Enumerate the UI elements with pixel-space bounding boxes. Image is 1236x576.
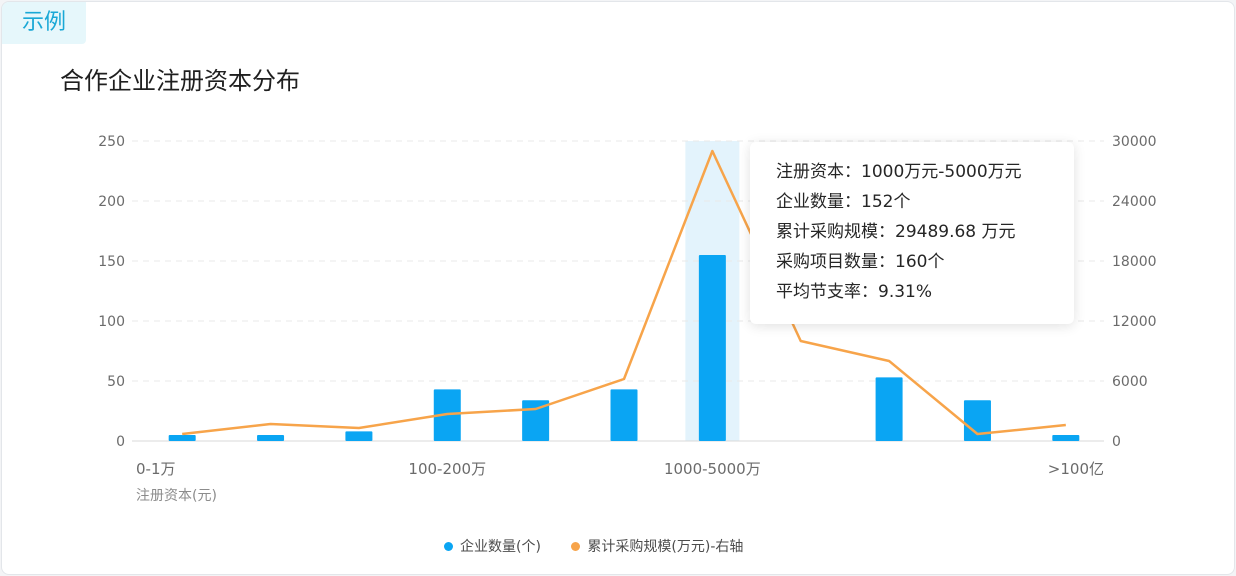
line-series [182, 149, 1066, 436]
y-right-tick-label: 24000 [1112, 194, 1157, 210]
legend-item-line[interactable]: 累计采购规模(万元)-右轴 [571, 536, 743, 556]
tooltip-line-count: 企业数量：152个 [776, 192, 911, 212]
legend-label-line: 累计采购规模(万元)-右轴 [587, 539, 744, 555]
y-right-tick-label: 0 [1112, 434, 1121, 450]
legend-dot-line [571, 541, 581, 551]
legend-item-bar[interactable]: 企业数量(个) [444, 536, 541, 556]
x-tick-label: >100亿 [1048, 460, 1104, 478]
y-left-tick-label: 150 [98, 254, 125, 270]
bar [1052, 435, 1080, 441]
tooltip-line-capital: 注册资本：1000万元-5000万元 [776, 162, 1022, 182]
bar [875, 377, 903, 441]
chart-title: 合作企业注册资本分布 [60, 67, 300, 95]
y-left-tick-label: 50 [107, 374, 125, 390]
bar [698, 255, 726, 441]
tooltip-line-projects: 采购项目数量：160个 [776, 252, 945, 272]
bar [610, 389, 638, 441]
y-left-tick-label: 200 [98, 194, 125, 210]
bar [168, 435, 196, 441]
bar [963, 400, 991, 441]
tooltip-line-saving-rate: 平均节支率：9.31% [776, 282, 933, 302]
legend-dot-bar [444, 541, 453, 551]
y-right-tick-label: 30000 [1112, 134, 1157, 150]
y-left-tick-label: 0 [116, 434, 125, 450]
x-tick-label: 100-200万 [408, 460, 486, 478]
legend-label-bar: 企业数量(个) [460, 539, 541, 555]
example-tag: 示例 [2, 2, 86, 44]
x-tick-label: 0-1万 [136, 460, 176, 478]
x-tick-label: 1000-5000万 [664, 460, 761, 478]
chart-tooltip: 注册资本：1000万元-5000万元 企业数量：152个 累计采购规模：2948… [750, 142, 1074, 324]
tooltip-line-volume: 累计采购规模：29489.68 万元 [776, 222, 1016, 242]
bar [345, 431, 373, 441]
y-left-tick-label: 100 [98, 314, 125, 330]
y-right-tick-label: 6000 [1112, 374, 1148, 390]
y-left-tick-label: 250 [98, 134, 125, 150]
y-right-tick-label: 18000 [1112, 254, 1157, 270]
bar [257, 435, 285, 441]
chart-legend[interactable]: 企业数量(个) 累计采购规模(万元)-右轴 [444, 536, 769, 556]
x-axis-title: 注册资本(元) [136, 488, 217, 504]
y-right-tick-label: 12000 [1112, 314, 1157, 330]
